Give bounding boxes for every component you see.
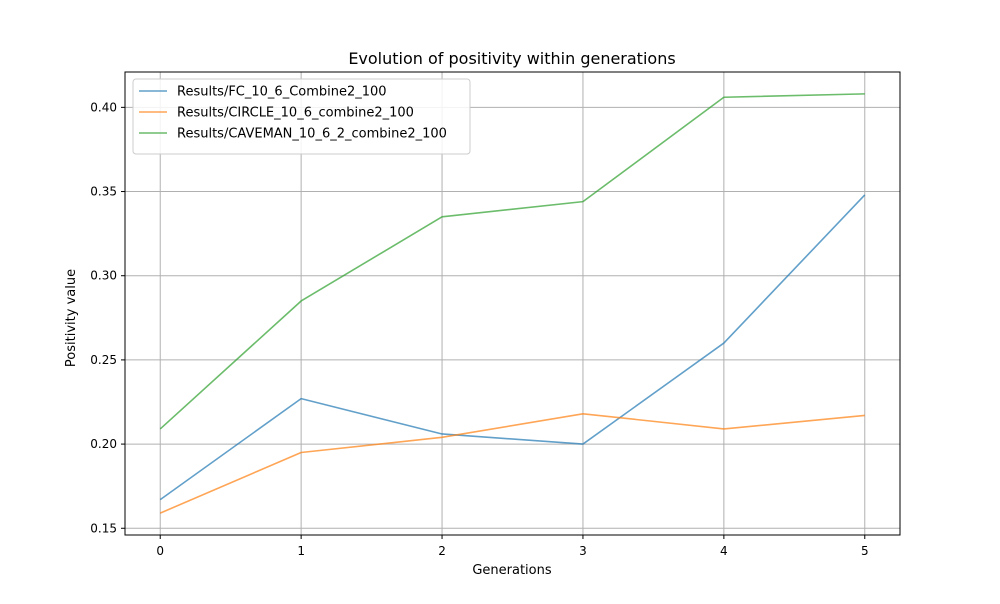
y-tick-label: 0.25 [90, 353, 117, 367]
y-tick-label: 0.35 [90, 185, 117, 199]
axis-ticks: 0 1 2 3 4 5 0.15 0.20 0.25 0.30 0.35 0.40 [90, 100, 868, 558]
y-tick-label: 0.30 [90, 269, 117, 283]
legend-box [132, 78, 471, 155]
x-tick-label: 5 [861, 544, 869, 558]
legend-label-2: Results/CIRCLE_10_6_combine2_100 [177, 106, 414, 121]
x-axis-label: Generations [472, 563, 552, 578]
series-line-1 [159, 194, 866, 501]
x-tick-label: 4 [720, 544, 728, 558]
series-lines [159, 93, 866, 514]
series-line-3 [159, 93, 865, 430]
legend: Results/FC_10_6_Combine2_100 Results/CIRC… [132, 78, 471, 155]
y-tick-label: 0.40 [90, 100, 117, 114]
x-tick-label: 2 [438, 544, 446, 558]
legend-label-1: Results/FC_10_6_Combine2_100 [177, 85, 387, 100]
y-tick-label: 0.15 [90, 521, 117, 535]
series-line-2 [159, 412, 865, 514]
x-tick-label: 0 [156, 544, 164, 558]
y-tick-label: 0.20 [90, 437, 117, 451]
x-tick-label: 3 [579, 544, 587, 558]
x-tick-label: 1 [297, 544, 305, 558]
chart-title: Evolution of positivity within generatio… [348, 49, 675, 68]
plot-frame [124, 71, 901, 536]
y-axis-label: Positivity value [64, 269, 79, 367]
legend-label-3: Results/CAVEMAN_10_6_2_combine2_100 [177, 127, 447, 142]
